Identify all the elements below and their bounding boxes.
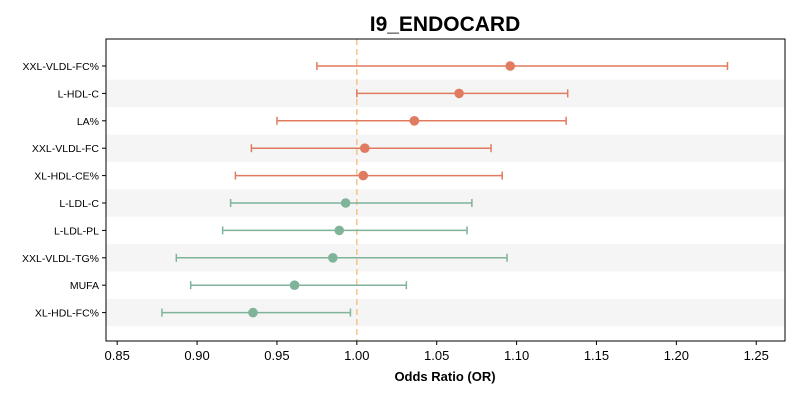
or-point <box>328 252 338 263</box>
x-tick-label: 0.90 <box>184 348 209 363</box>
x-tick-label: 1.05 <box>424 348 449 363</box>
or-point <box>454 88 464 99</box>
plot-frame <box>105 38 786 342</box>
or-point <box>334 225 345 236</box>
y-tick-label: L-LDL-C <box>59 198 99 210</box>
x-tick-label: 1.20 <box>664 348 689 363</box>
y-tick-label: L-HDL-C <box>58 88 100 100</box>
or-point <box>360 143 370 153</box>
or-point <box>289 280 300 291</box>
y-tick-label: L-LDL-PL <box>54 225 99 237</box>
y-tick-label: XXL-VLDL-FC <box>32 143 100 155</box>
x-tick-label: 1.00 <box>344 348 369 363</box>
y-tick-label: LA% <box>77 116 99 128</box>
x-tick-label: 0.85 <box>105 348 130 363</box>
x-tick-label: 1.25 <box>744 348 769 363</box>
y-tick-label: MUFA <box>70 280 99 292</box>
x-axis-label: Odds Ratio (OR) <box>394 369 495 384</box>
y-tick-label: XL-HDL-FC% <box>35 308 99 320</box>
y-tick-label: XXL-VLDL-TG% <box>22 253 99 265</box>
x-tick-label: 1.10 <box>504 348 529 363</box>
or-point <box>340 198 351 208</box>
or-point <box>358 170 369 181</box>
x-tick-label: 1.15 <box>584 348 609 363</box>
y-axis-ticks: XXL-VLDL-FC% L-HDL-C LA% XXL-VLDL-FC XL-HDL-… <box>22 61 106 320</box>
y-tick-label: XXL-VLDL-FC% <box>23 61 99 73</box>
y-tick-label: XL-HDL-CE% <box>34 171 99 183</box>
or-point <box>505 61 516 71</box>
or-point <box>248 307 258 318</box>
data-marks <box>161 61 729 318</box>
or-point <box>409 116 420 126</box>
chart-title: I9_ENDOCARD <box>370 13 521 36</box>
x-axis-ticks: 0.85 0.90 0.95 1.00 1.05 1.10 1.15 1.20 1.25 <box>105 341 769 363</box>
x-tick-label: 0.95 <box>264 348 289 363</box>
